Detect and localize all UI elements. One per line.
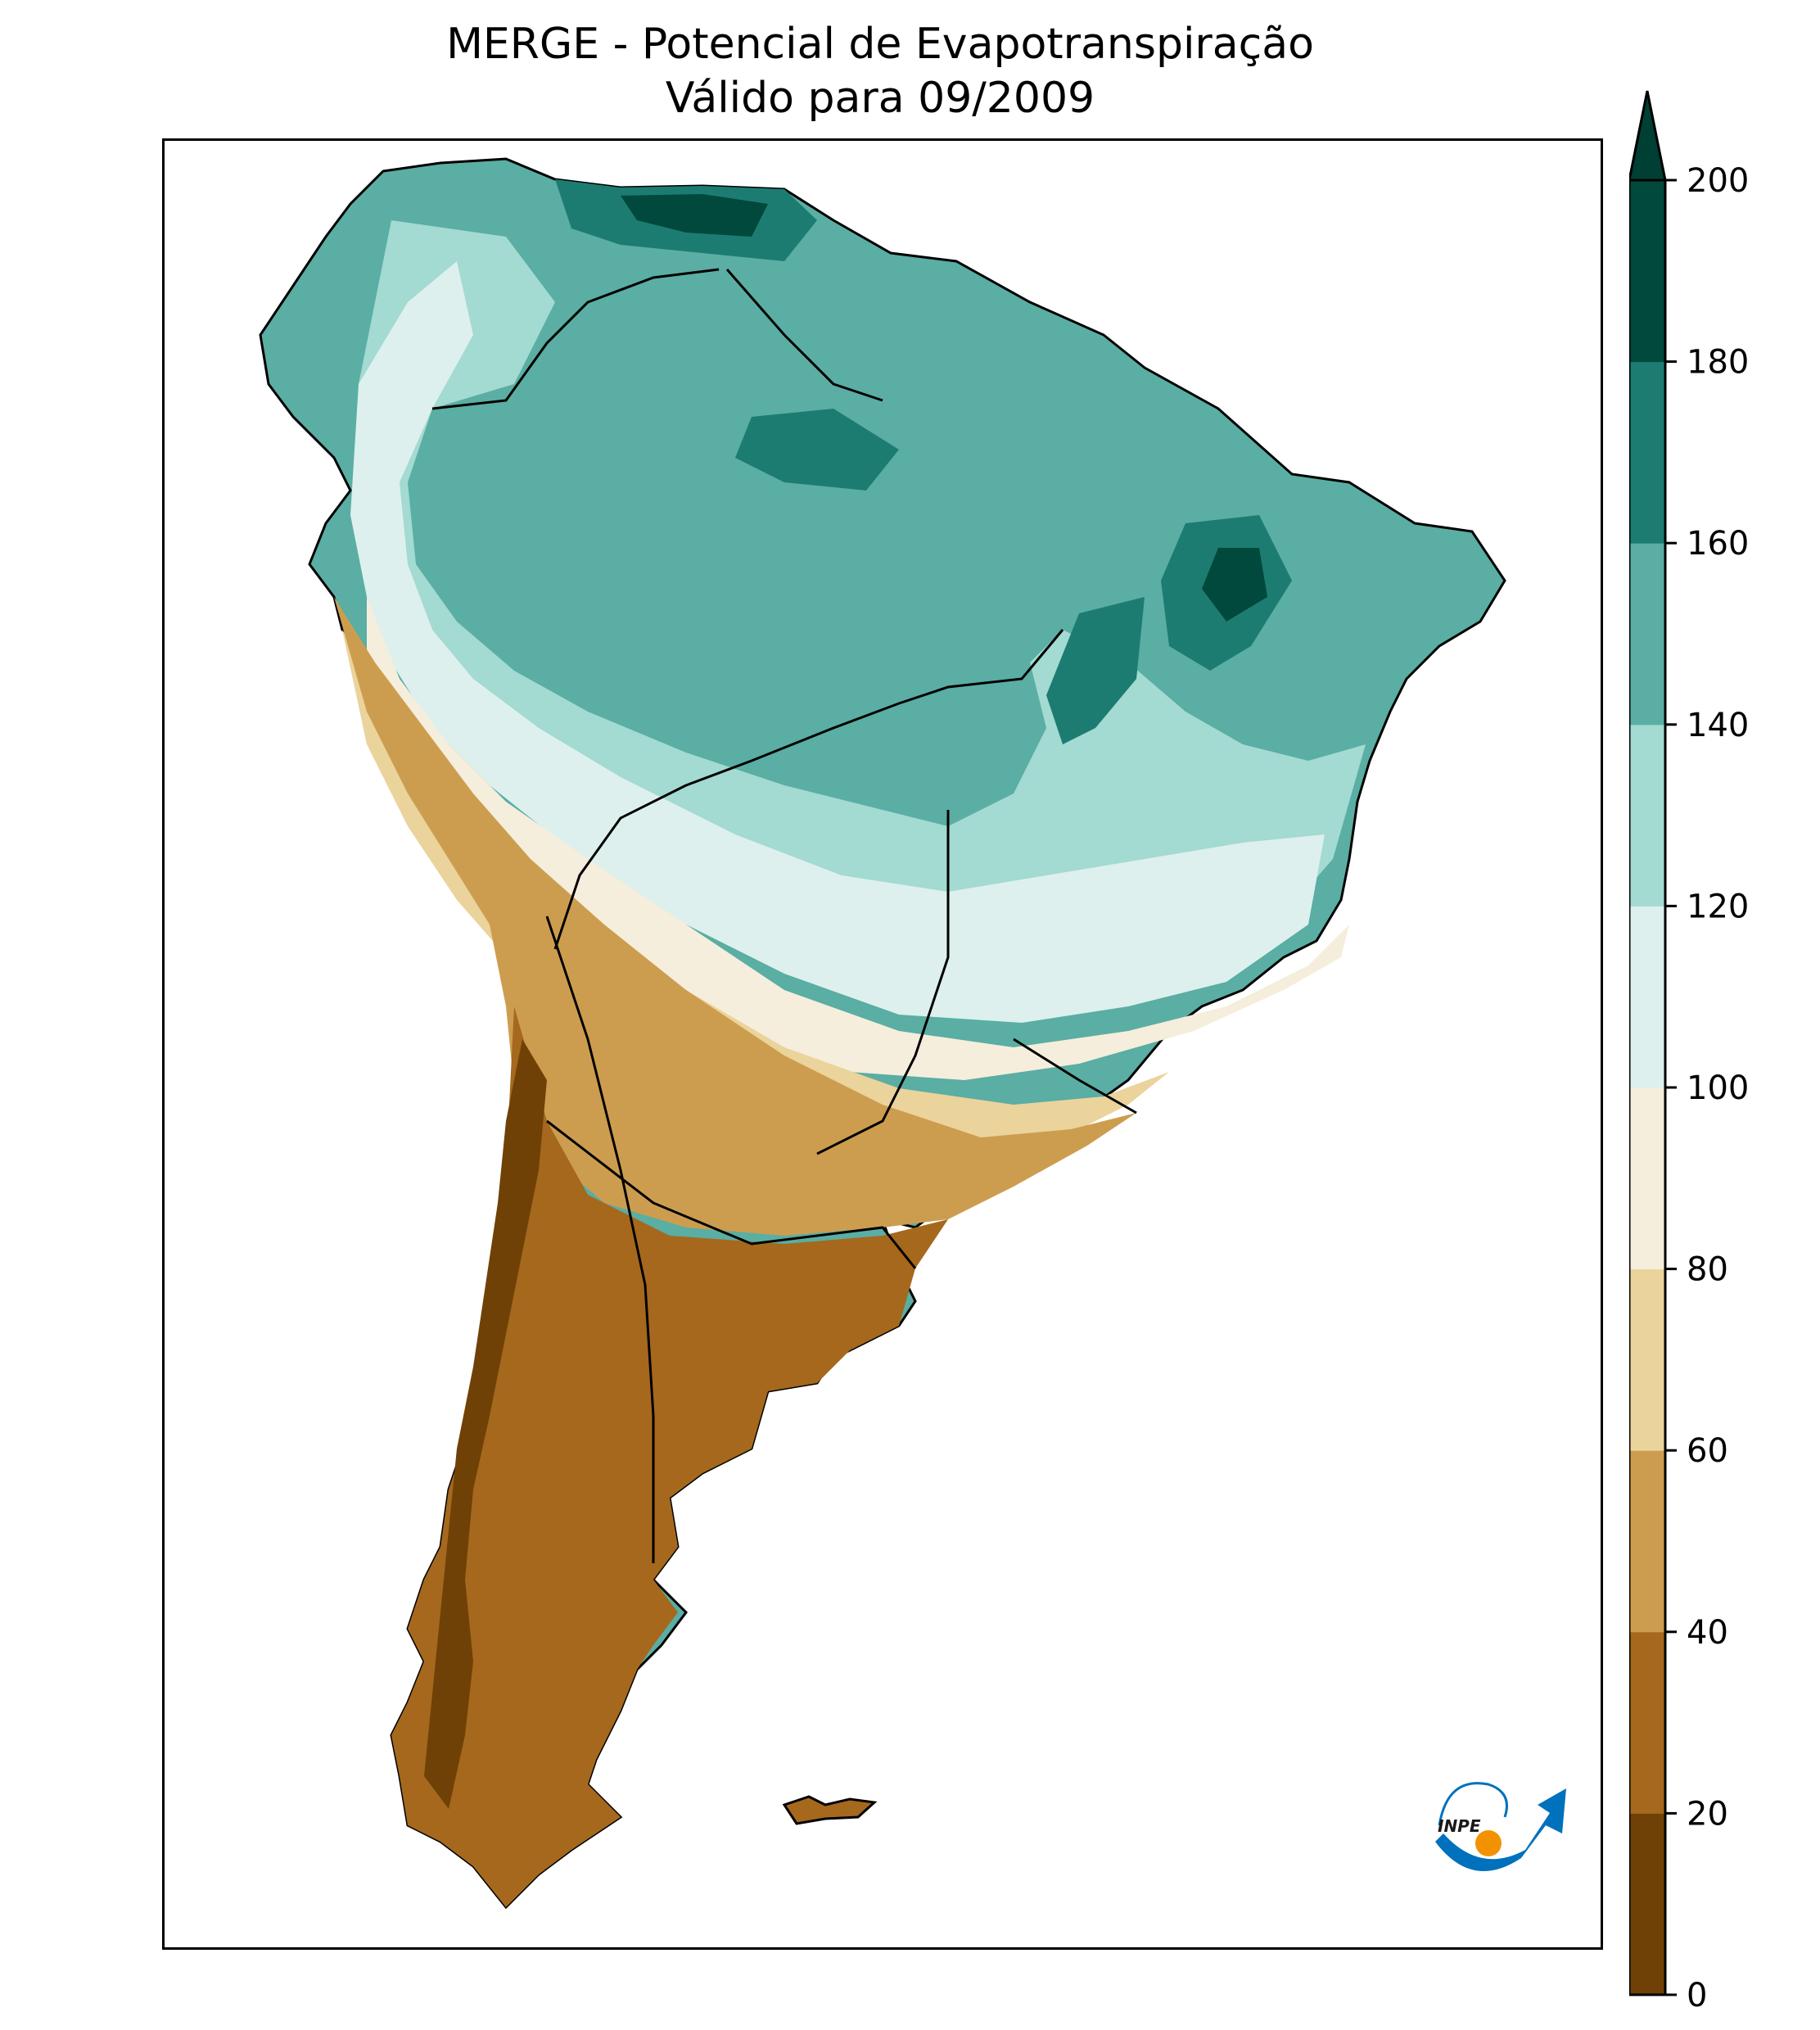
- zone-20-40: [391, 1006, 948, 1907]
- colorbar-extend-arrow: [1629, 90, 1667, 182]
- colorbar-tick-label: 100: [1687, 1069, 1749, 1107]
- colorbar-tick-label: 140: [1687, 707, 1749, 744]
- zone-160-180-center: [735, 409, 899, 491]
- south-america-map: INPE 10°N0°10°S20°S30°S40°S50°S 80°W70°W…: [162, 138, 1603, 1950]
- colorbar-segment-2: [1629, 1450, 1665, 1633]
- colorbar-segment-4: [1629, 1087, 1665, 1270]
- colorbar-tick-label: 40: [1687, 1614, 1728, 1652]
- zone-0-20: [424, 1039, 547, 1809]
- inpe-logo-arc: [1438, 1782, 1508, 1826]
- map-subtitle: Válido para 09/2009: [665, 74, 1095, 123]
- zone-180-200-east: [1202, 548, 1267, 622]
- colorbar-tick-label: 60: [1687, 1432, 1728, 1470]
- zone-100-120: [350, 261, 1325, 1023]
- country-borders: [431, 268, 1137, 1563]
- colorbar-tick-label: 180: [1687, 344, 1749, 382]
- colorbar-tick-label: 120: [1687, 888, 1749, 925]
- colorbar-segment-5: [1629, 906, 1665, 1088]
- colorbar-tick-label: 20: [1687, 1795, 1728, 1833]
- zone-160-180-cerrado: [1046, 597, 1145, 744]
- colorbar-segment-9: [1629, 180, 1665, 363]
- colorbar-segment-7: [1629, 543, 1665, 726]
- colorbar-segment-6: [1629, 724, 1665, 906]
- colorbar-segment-8: [1629, 361, 1665, 544]
- colorbar-segment-3: [1629, 1268, 1665, 1451]
- inpe-logo-sun: [1475, 1830, 1502, 1856]
- colorbar-segment-1: [1629, 1631, 1665, 1814]
- colorbar-tick-label: 200: [1687, 162, 1749, 200]
- colorbar: 0 20 40 60 80 100 120 140 160 180 200: [1629, 90, 1749, 2014]
- colorbar-tick-label: 160: [1687, 525, 1749, 563]
- zone-180-200-north: [621, 194, 768, 237]
- colorbar-segment-0: [1629, 1813, 1665, 1996]
- map-title: MERGE - Potencial de Evapotranspiração: [446, 20, 1314, 69]
- inpe-logo-text: INPE: [1438, 1816, 1481, 1836]
- inpe-logo: INPE: [1435, 1782, 1566, 1871]
- colorbar-tick-label: 0: [1687, 1977, 1707, 2014]
- inpe-logo-swoosh: [1435, 1788, 1566, 1871]
- falkland-islands: [782, 1795, 878, 1825]
- colorbar-tick-label: 80: [1687, 1251, 1728, 1289]
- map-frame: [162, 138, 1603, 1950]
